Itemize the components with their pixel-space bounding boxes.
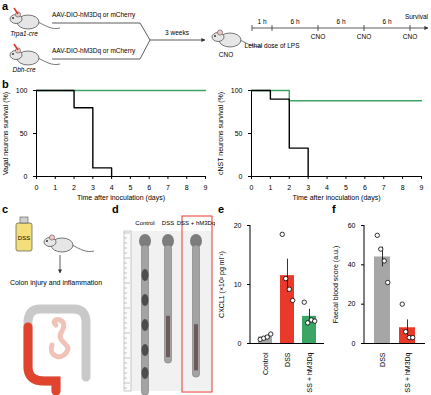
- svg-text:0: 0: [250, 184, 254, 191]
- svg-text:0: 0: [24, 173, 28, 180]
- svg-text:20: 20: [234, 222, 242, 229]
- svg-text:Time after inoculation (days): Time after inoculation (days): [77, 194, 165, 202]
- svg-text:4: 4: [325, 184, 329, 191]
- svg-text:0: 0: [352, 340, 356, 347]
- svg-text:6: 6: [147, 184, 151, 191]
- svg-text:Control: Control: [262, 352, 269, 375]
- svg-text:6 h: 6 h: [290, 18, 299, 25]
- svg-text:DSS + hM3Dq: DSS + hM3Dq: [177, 220, 215, 226]
- svg-text:Trpa1-cre: Trpa1-cre: [10, 30, 38, 38]
- svg-text:3 weeks: 3 weeks: [165, 29, 190, 36]
- svg-text:DSS: DSS: [379, 352, 386, 367]
- svg-text:DSS + hM3Dq: DSS + hM3Dq: [306, 352, 314, 393]
- svg-text:Dbh-cre: Dbh-cre: [12, 66, 36, 73]
- svg-text:2: 2: [287, 184, 291, 191]
- svg-text:4: 4: [110, 184, 114, 191]
- html-text:c: c: [2, 203, 9, 215]
- svg-text:5: 5: [128, 184, 132, 191]
- svg-text:6 h: 6 h: [382, 18, 391, 25]
- svg-text:Vagal neurons survival (%): Vagal neurons survival (%): [2, 92, 10, 175]
- svg-text:50: 50: [20, 130, 28, 137]
- svg-text:6: 6: [363, 184, 367, 191]
- svg-text:DSS: DSS: [284, 352, 291, 367]
- svg-text:Time after inoculation (days): Time after inoculation (days): [292, 194, 380, 202]
- svg-text:DSS: DSS: [18, 235, 30, 241]
- html-text:a: a: [2, 0, 9, 12]
- svg-text:CNO: CNO: [219, 51, 233, 58]
- svg-text:50: 50: [235, 130, 243, 137]
- svg-text:5: 5: [344, 184, 348, 191]
- svg-text:100: 100: [16, 87, 28, 94]
- html-text:b: b: [2, 78, 9, 90]
- svg-text:40: 40: [348, 261, 356, 268]
- svg-text:2: 2: [72, 184, 76, 191]
- svg-text:9: 9: [420, 184, 424, 191]
- svg-text:10: 10: [234, 281, 242, 288]
- html-text:Colon injury and inflammation: Colon injury and inflammation: [9, 279, 103, 286]
- svg-text:20: 20: [348, 300, 356, 307]
- svg-text:8: 8: [401, 184, 405, 191]
- svg-text:CXCL1 (×10² pg ml⁻¹): CXCL1 (×10² pg ml⁻¹): [218, 251, 226, 318]
- svg-text:0: 0: [239, 173, 243, 180]
- html-text:d: d: [112, 203, 119, 215]
- svg-text:7: 7: [166, 184, 170, 191]
- svg-text:3: 3: [91, 184, 95, 191]
- svg-text:1: 1: [53, 184, 57, 191]
- svg-text:CNO: CNO: [403, 33, 417, 40]
- svg-text:6 h: 6 h: [336, 18, 345, 25]
- html-text:e: e: [218, 203, 225, 215]
- svg-text:Faecal blood score (a.u.): Faecal blood score (a.u.): [332, 246, 340, 323]
- svg-text:DSS + hM3Dq: DSS + hM3Dq: [404, 352, 412, 393]
- svg-text:3: 3: [306, 184, 310, 191]
- html-text:f: f: [332, 203, 336, 215]
- svg-text:9: 9: [204, 184, 208, 191]
- svg-text:1 h: 1 h: [257, 18, 266, 25]
- svg-text:CNO: CNO: [357, 33, 371, 40]
- svg-text:AAV-DIO-hM3Dq or mCherry: AAV-DIO-hM3Dq or mCherry: [52, 11, 136, 19]
- svg-text:60: 60: [348, 222, 356, 229]
- svg-text:DSS: DSS: [162, 220, 174, 226]
- svg-text:Lethal dose of LPS: Lethal dose of LPS: [245, 42, 301, 49]
- svg-text:1: 1: [268, 184, 272, 191]
- svg-text:0: 0: [35, 184, 39, 191]
- svg-text:CNO: CNO: [311, 33, 325, 40]
- svg-text:cNST neurons survival (%): cNST neurons survival (%): [217, 92, 225, 175]
- svg-text:7: 7: [382, 184, 386, 191]
- svg-text:0: 0: [238, 340, 242, 347]
- svg-text:100: 100: [231, 87, 243, 94]
- svg-text:AAV-DIO-hM3Dq or mCherry: AAV-DIO-hM3Dq or mCherry: [52, 47, 136, 55]
- svg-text:Survival: Survival: [405, 13, 429, 20]
- svg-text:Control: Control: [135, 220, 154, 226]
- svg-text:8: 8: [185, 184, 189, 191]
